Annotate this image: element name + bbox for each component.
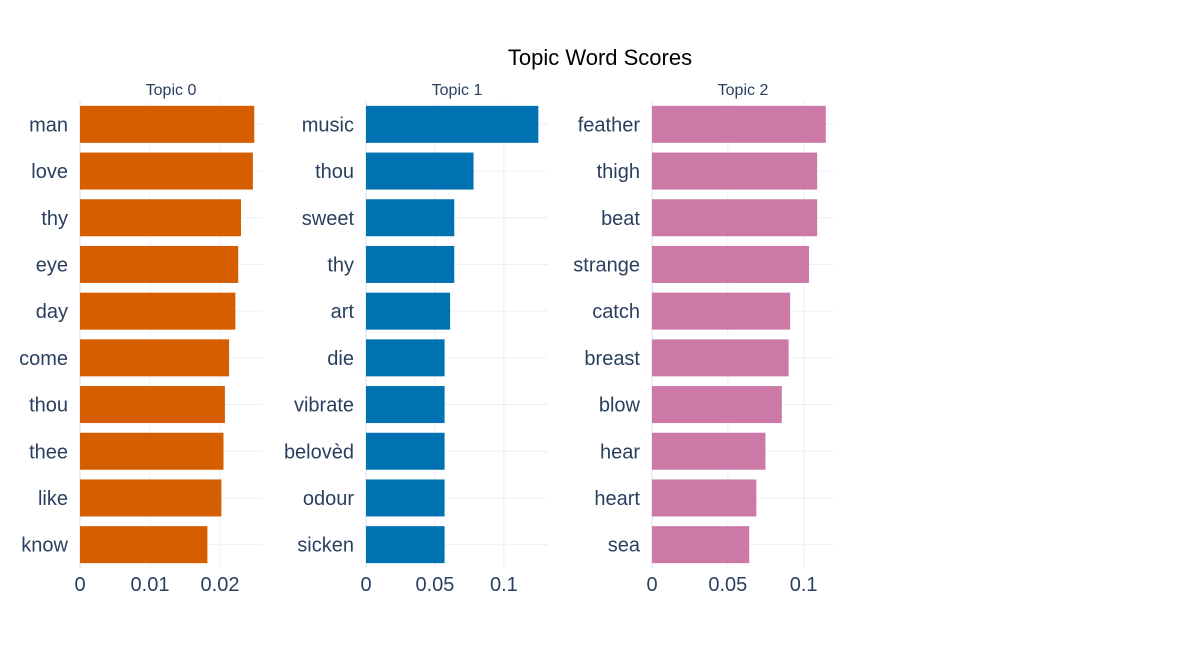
category-label: beat [601, 208, 640, 230]
subplot-title: Topic 2 [718, 82, 769, 99]
bar-like [80, 479, 222, 517]
category-label: thee [29, 441, 68, 463]
category-label: belovèd [284, 441, 354, 463]
x-tick-label: 0 [360, 574, 371, 596]
bar-belovèd [366, 432, 445, 470]
bar-die [366, 339, 445, 377]
x-tick-label: 0.01 [131, 574, 170, 596]
bar-know [80, 526, 208, 564]
bar-come [80, 339, 230, 377]
bar-art [366, 292, 451, 330]
category-label: catch [592, 301, 640, 323]
bar-thy [366, 245, 455, 283]
bar-beat [652, 199, 818, 237]
category-label: thy [327, 254, 354, 276]
category-label: sicken [297, 535, 354, 557]
subplot-title: Topic 1 [432, 82, 483, 99]
bar-blow [652, 386, 782, 424]
bar-strange [652, 245, 809, 283]
panel-topic-2: feather thigh beat strange catch breast blow he… [573, 82, 834, 596]
category-label: breast [584, 348, 640, 370]
category-label: heart [594, 488, 640, 510]
bar-sweet [366, 199, 455, 237]
category-label: thou [29, 395, 68, 417]
category-label: strange [573, 254, 640, 276]
category-label: eye [36, 254, 68, 276]
category-label: thy [41, 208, 68, 230]
bar-thigh [652, 152, 818, 190]
category-label: thou [315, 161, 354, 183]
x-tick-label: 0.05 [415, 574, 454, 596]
category-label: music [302, 114, 354, 136]
bar-thy [80, 199, 241, 237]
category-label: sweet [302, 208, 355, 230]
category-label: die [327, 348, 354, 370]
bar-heart [652, 479, 757, 517]
panel-topic-1: music thou sweet thy art die vibrate belovèd odo… [284, 82, 548, 596]
x-tick-label: 0.02 [201, 574, 240, 596]
chart-title: Topic Word Scores [508, 45, 692, 70]
category-label: odour [303, 488, 354, 510]
x-tick-label: 0 [74, 574, 85, 596]
bar-love [80, 152, 253, 190]
category-label: feather [578, 114, 641, 136]
category-label: know [21, 535, 68, 557]
bar-catch [652, 292, 791, 330]
x-tick-label: 0.1 [490, 574, 518, 596]
category-label: art [331, 301, 355, 323]
bar-odour [366, 479, 445, 517]
bar-sea [652, 526, 750, 564]
category-label: day [36, 301, 68, 323]
x-tick-label: 0.1 [790, 574, 818, 596]
category-label: come [19, 348, 68, 370]
bar-day [80, 292, 236, 330]
category-label: hear [600, 441, 640, 463]
bar-eye [80, 245, 239, 283]
category-label: love [31, 161, 68, 183]
bar-hear [652, 432, 766, 470]
bar-thou [366, 152, 474, 190]
x-tick-label: 0.05 [708, 574, 747, 596]
bar-breast [652, 339, 789, 377]
category-label: like [38, 488, 68, 510]
x-tick-label: 0 [646, 574, 657, 596]
category-label: blow [599, 395, 641, 417]
bar-thou [80, 386, 225, 424]
bar-man [80, 105, 255, 143]
category-label: man [29, 114, 68, 136]
subplot-title: Topic 0 [146, 82, 197, 99]
panel-topic-0: man love thy eye day come thou thee like know 0 0.0… [19, 82, 262, 596]
bar-sicken [366, 526, 445, 564]
category-label: vibrate [294, 395, 354, 417]
category-label: sea [608, 535, 641, 557]
bar-music [366, 105, 539, 143]
bar-vibrate [366, 386, 445, 424]
category-label: thigh [597, 161, 640, 183]
bar-feather [652, 105, 826, 143]
bar-thee [80, 432, 224, 470]
